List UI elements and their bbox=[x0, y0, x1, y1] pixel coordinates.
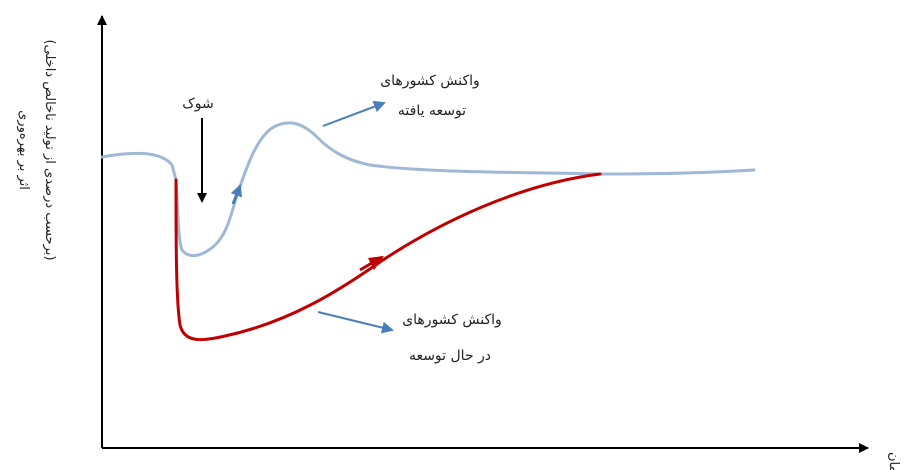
y-axis-label-line1: اثر بر بهره‌وری bbox=[16, 110, 31, 190]
developed-curve-direction-arrow bbox=[230, 184, 242, 205]
developed-label-line2: توسعه یافته bbox=[398, 103, 466, 119]
developing-countries-curve bbox=[174, 172, 602, 342]
y-axis-label-line2: (برحسب درصدی از تولید ناخالص داخلی) bbox=[42, 39, 57, 260]
developing-label-line2: در حال توسعه bbox=[409, 348, 491, 364]
shock-label: شوک bbox=[182, 96, 214, 112]
developing-curve-arrowhead bbox=[368, 256, 384, 270]
developed-countries-curve bbox=[100, 121, 756, 257]
developing-label-line1: واکنش کشورهای bbox=[402, 312, 502, 328]
developed-pointer-arrow bbox=[322, 100, 386, 127]
x-axis-label: زمان bbox=[886, 452, 901, 470]
developed-label-line1: واکنش کشورهای bbox=[380, 73, 480, 89]
developing-pointer-arrow bbox=[317, 311, 394, 334]
